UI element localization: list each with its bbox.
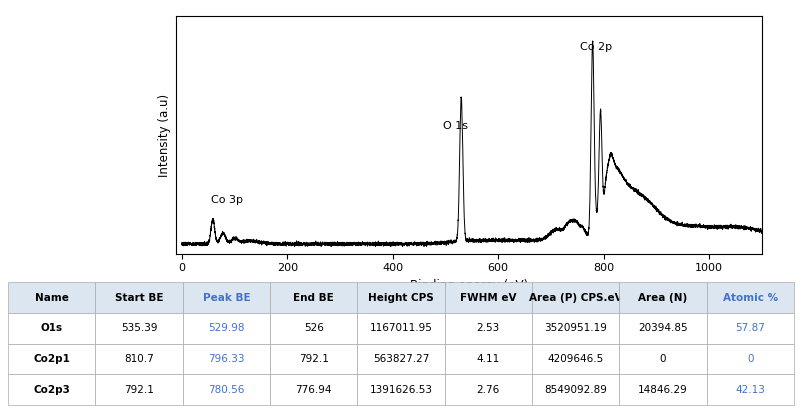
Text: Co 3p: Co 3p — [211, 195, 243, 205]
Text: O 1s: O 1s — [443, 121, 468, 131]
Y-axis label: Intensity (a.u): Intensity (a.u) — [158, 93, 171, 177]
Text: Co 2p: Co 2p — [580, 43, 612, 52]
X-axis label: Binding energy (eV): Binding energy (eV) — [410, 279, 529, 292]
